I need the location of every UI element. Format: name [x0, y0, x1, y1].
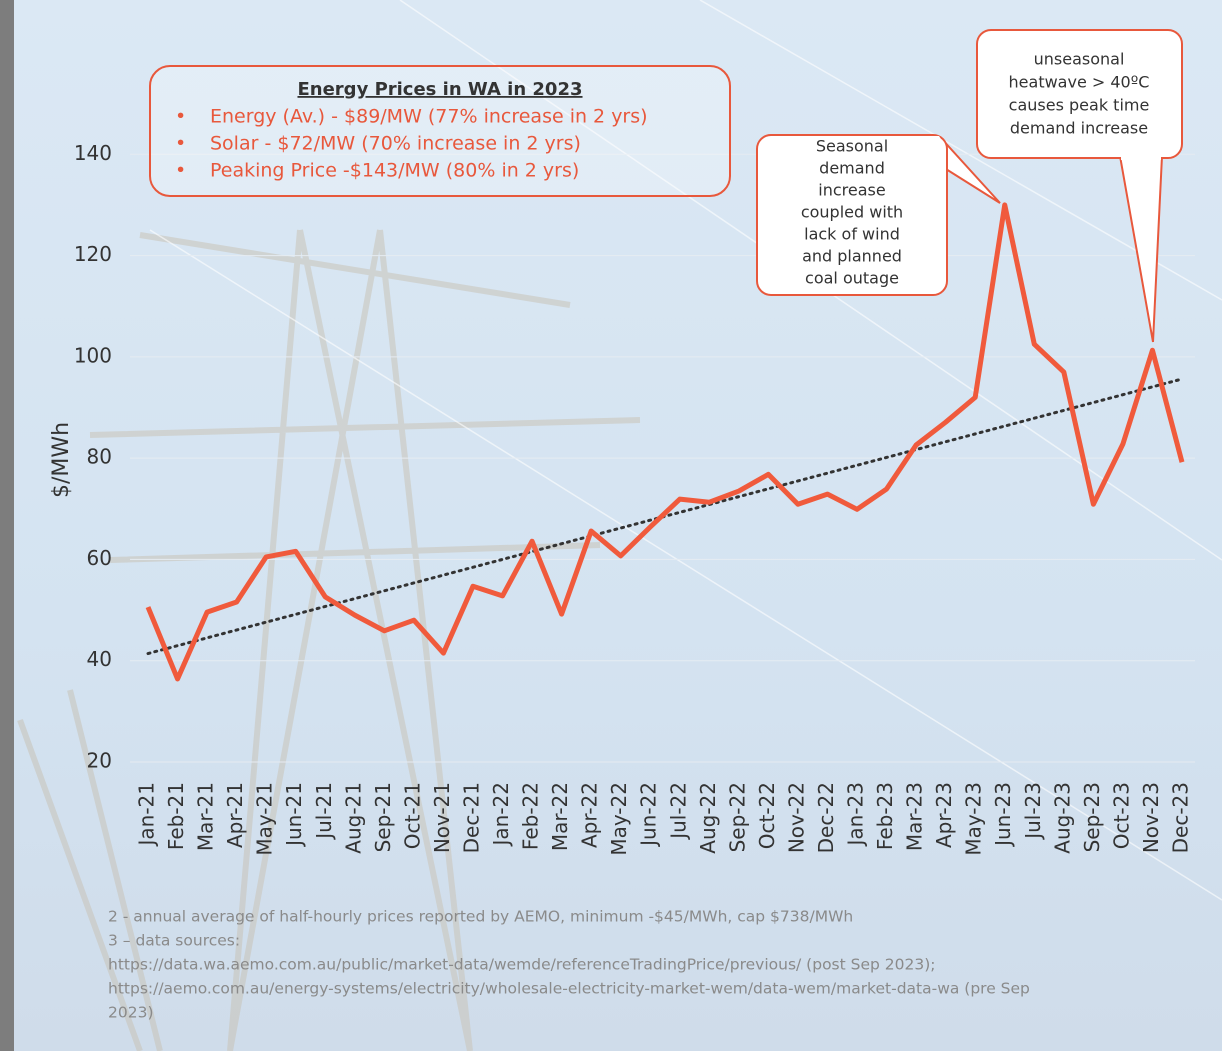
- x-tick-label: Dec-21: [459, 782, 483, 853]
- x-tick-label: May-22: [607, 782, 631, 856]
- bullet-dot: •: [175, 106, 186, 128]
- x-tick-label: Jun-22: [637, 782, 661, 848]
- pylon-decoration: [17, 229, 641, 1051]
- callout: Seasonal demand increase coupled with lack o…: [756, 134, 1001, 296]
- info-bullet: Peaking Price -$143/MW (80% in 2 yrs): [210, 160, 579, 182]
- annotation-line: demand increase: [1010, 119, 1148, 138]
- x-tick-label: Nov-23: [1139, 782, 1163, 853]
- y-axis-label: $/MWh: [49, 422, 74, 498]
- x-tick-label: Jun-23: [991, 782, 1015, 848]
- x-tick-label: Nov-21: [430, 782, 454, 853]
- x-tick-label: Nov-22: [784, 782, 808, 853]
- x-tick-label: Jun-21: [282, 782, 306, 848]
- info-title: Energy Prices in WA in 2023: [297, 79, 582, 100]
- x-tick-label: Jan-21: [135, 782, 159, 848]
- x-tick-label: Apr-23: [932, 782, 956, 848]
- bullet-dot: •: [175, 133, 186, 155]
- callout-join: [1121, 150, 1161, 160]
- y-tick-label: 100: [74, 343, 112, 367]
- y-tick-label: 80: [87, 445, 112, 469]
- x-tick-label: Oct-22: [755, 782, 779, 849]
- annotation-line: coupled with: [801, 203, 903, 222]
- bullet-dot: •: [175, 160, 186, 182]
- y-tick-label: 60: [87, 546, 112, 570]
- x-tick-label: Apr-22: [578, 782, 602, 848]
- x-tick-label: Feb-23: [873, 782, 897, 850]
- x-tick-label: Dec-23: [1169, 782, 1193, 853]
- y-tick-label: 120: [74, 242, 112, 266]
- x-tick-label: Feb-21: [164, 782, 188, 850]
- annotation-line: demand: [819, 159, 885, 178]
- info-bullet: Energy (Av.) - $89/MW (77% increase in 2…: [210, 106, 648, 128]
- x-tick-label: Jan-23: [844, 782, 868, 848]
- x-tick-label: Sep-23: [1080, 782, 1104, 852]
- annotation-line: and planned: [802, 247, 902, 266]
- annotation-line: Seasonal: [816, 137, 888, 156]
- annotation-line: lack of wind: [804, 225, 900, 244]
- footnotes: 2 - annual average of half-hourly prices…: [108, 908, 1030, 1022]
- annotation-line: unseasonal: [1034, 50, 1125, 69]
- x-tick-label: Jul-23: [1021, 782, 1045, 841]
- footnote: https://data.wa.aemo.com.au/public/marke…: [108, 956, 936, 974]
- x-tick-label: Jul-22: [666, 782, 690, 841]
- callout-box: [756, 134, 948, 296]
- x-tick-label: May-21: [253, 782, 277, 856]
- callout-join: [897, 136, 945, 145]
- footnote: 2 - annual average of half-hourly prices…: [108, 908, 853, 926]
- x-tick-label: May-23: [962, 782, 986, 856]
- data-line: [145, 202, 1185, 682]
- info-bullets: • • • Energy (Av.) - $89/MW (77% increas…: [175, 106, 648, 182]
- x-tick-label: Dec-22: [814, 782, 838, 853]
- y-tick-label: 40: [87, 647, 112, 671]
- annotation-line: increase: [818, 181, 885, 200]
- footnote: 2023): [108, 1004, 154, 1022]
- marks: [145, 202, 1185, 682]
- x-tick-label: Feb-22: [519, 782, 543, 850]
- x-tick-label: Aug-22: [696, 782, 720, 854]
- x-tick-label: Mar-21: [194, 782, 218, 851]
- x-tick-label: Sep-21: [371, 782, 395, 852]
- annotation-line: causes peak time: [1009, 96, 1150, 115]
- callout: unseasonal heatwave > 40ºC causes peak tim…: [976, 29, 1183, 343]
- y-tick-label: 20: [87, 749, 112, 773]
- x-tick-label: Apr-21: [223, 782, 247, 848]
- x-tick-label: Jan-22: [489, 782, 513, 848]
- x-tick-label: Jul-21: [312, 782, 336, 841]
- footnote: 3 – data sources:: [108, 932, 240, 950]
- x-tick-label: Oct-21: [400, 782, 424, 849]
- x-tick-label: Mar-22: [548, 782, 572, 851]
- x-tick-label: Aug-23: [1050, 782, 1074, 854]
- annotation-line: coal outage: [805, 269, 899, 288]
- x-tick-label: Mar-23: [903, 782, 927, 851]
- info-box: [149, 65, 731, 197]
- annotation-line: heatwave > 40ºC: [1009, 73, 1150, 92]
- x-tick-label: Aug-21: [341, 782, 365, 854]
- footnote: https://aemo.com.au/energy-systems/elect…: [108, 980, 1030, 998]
- y-tick-label: 140: [74, 141, 112, 165]
- info-bullet: Solar - $72/MW (70% increase in 2 yrs): [210, 133, 581, 155]
- side-strip: [0, 0, 14, 1051]
- x-tick-label: Oct-23: [1109, 782, 1133, 849]
- x-tick-label: Sep-22: [725, 782, 749, 852]
- callout-box: [976, 29, 1183, 159]
